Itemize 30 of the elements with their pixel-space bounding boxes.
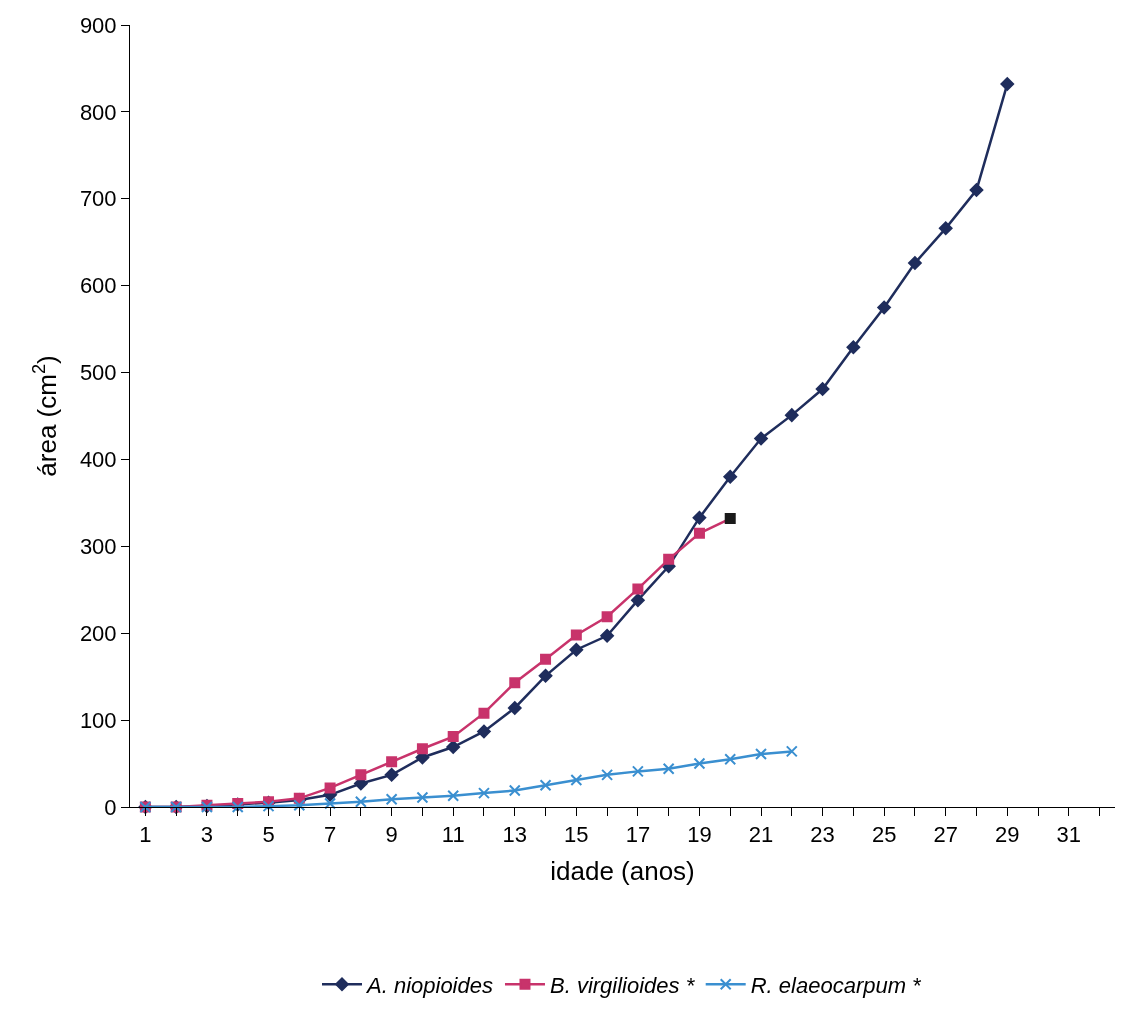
x-tick-label: 25 <box>871 822 897 848</box>
x-tick-label: 7 <box>323 822 337 848</box>
x-tick-label: 13 <box>502 822 528 848</box>
x-tick-label: 1 <box>139 822 152 848</box>
legend-label: B. virgilioides * <box>549 972 696 998</box>
y-tick-label: 400 <box>79 447 117 473</box>
y-tick-label: 100 <box>79 707 117 733</box>
x-tick-label: 29 <box>995 822 1020 848</box>
y-tick-label: 200 <box>79 620 117 646</box>
x-tick-label: 31 <box>1056 822 1082 848</box>
legend-label: R. elaeocarpum * <box>750 972 923 998</box>
y-tick-label: 600 <box>79 273 117 299</box>
x-tick-label: 11 <box>441 822 465 848</box>
legend-label: A. niopioides <box>365 972 493 998</box>
x-tick-label: 9 <box>385 822 398 848</box>
y-tick-label: 700 <box>79 186 117 212</box>
x-tick-label: 27 <box>933 822 958 848</box>
x-axis-title: idade (anos) <box>550 856 695 887</box>
x-tick-label: 23 <box>810 822 835 848</box>
y-tick-label: 500 <box>79 360 117 386</box>
y-tick-label: 900 <box>79 12 117 38</box>
y-tick-label: 800 <box>79 99 117 125</box>
y-tick-label: 300 <box>79 534 117 560</box>
x-tick-label: 17 <box>625 822 651 848</box>
x-tick-label: 3 <box>200 822 214 848</box>
y-tick-label: 0 <box>104 794 117 820</box>
x-tick-label: 19 <box>687 822 712 848</box>
x-tick-label: 21 <box>748 822 774 848</box>
x-tick-label: 15 <box>564 822 589 848</box>
x-tick-label: 5 <box>262 822 275 848</box>
